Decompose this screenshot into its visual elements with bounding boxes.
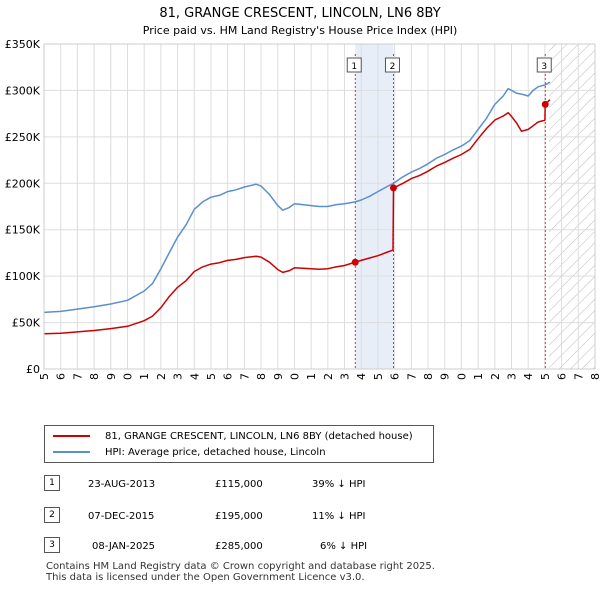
sale-marker-box xyxy=(384,57,400,73)
x-tick-label: 2023 xyxy=(506,373,519,380)
legend-item-hpi: HPI: Average price, detached house, Linc… xyxy=(53,445,326,459)
x-tick-label: 2011 xyxy=(305,373,318,380)
y-tick-label: £250K xyxy=(5,131,41,144)
sale-marker-label: 2 xyxy=(390,62,396,72)
x-tick-label: 2022 xyxy=(489,373,502,380)
table-row: 1 23-AUG-2013 £115,000 39% ↓ HPI xyxy=(44,475,584,495)
future-hatch xyxy=(549,44,595,369)
x-tick-label: 1997 xyxy=(71,373,84,380)
x-tick-label: 2000 xyxy=(121,373,134,380)
table-row: 3 08-JAN-2025 £285,000 6% ↓ HPI xyxy=(44,537,584,557)
transaction-number: 1 xyxy=(44,475,60,491)
x-tick-label: 1996 xyxy=(55,373,68,380)
x-tick-label: 1995 xyxy=(38,373,51,380)
transaction-number: 2 xyxy=(44,507,60,523)
y-tick-label: £200K xyxy=(5,177,41,190)
y-tick-label: £150K xyxy=(5,224,41,237)
legend-swatch-blue xyxy=(53,451,90,453)
x-tick-label: 2016 xyxy=(389,373,402,380)
sale-marker-label: 3 xyxy=(541,62,547,72)
y-tick-label: £0 xyxy=(26,363,40,376)
sale-marker-label: 1 xyxy=(351,62,357,72)
transaction-hpi: 11% ↓ HPI xyxy=(312,511,366,522)
transaction-number: 3 xyxy=(44,537,60,553)
x-tick-label: 2009 xyxy=(272,373,285,380)
x-tick-label: 2013 xyxy=(339,373,352,380)
transaction-price: £285,000 xyxy=(215,541,263,552)
y-tick-label: £50K xyxy=(12,317,41,330)
x-tick-label: 2010 xyxy=(288,373,301,380)
x-tick-label: 2017 xyxy=(405,373,418,380)
footer: Contains HM Land Registry data © Crown c… xyxy=(46,561,435,583)
x-tick-label: 2020 xyxy=(455,373,468,380)
y-tick-label: £350K xyxy=(5,38,41,51)
sale-point xyxy=(351,258,359,266)
x-tick-label: 2004 xyxy=(188,373,201,380)
legend-label-hpi: HPI: Average price, detached house, Linc… xyxy=(105,446,326,458)
transaction-hpi: 39% ↓ HPI xyxy=(312,479,366,490)
x-tick-label: 2005 xyxy=(205,373,218,380)
price-paid-line xyxy=(43,99,551,335)
x-tick-label: 2027 xyxy=(572,373,585,380)
legend: 81, GRANGE CRESCENT, LINCOLN, LN6 8BY (d… xyxy=(44,425,434,463)
transaction-price: £195,000 xyxy=(215,511,263,522)
y-tick-label: £100K xyxy=(5,270,41,283)
legend-swatch-red xyxy=(53,435,90,437)
x-tick-label: 2002 xyxy=(155,373,168,380)
y-tick-label: £300K xyxy=(5,84,41,97)
x-tick-label: 2003 xyxy=(172,373,185,380)
plot-border xyxy=(43,43,596,370)
x-tick-label: 2006 xyxy=(222,373,235,380)
sale-marker-box xyxy=(346,57,362,73)
x-tick-label: 2025 xyxy=(539,373,552,380)
x-tick-label: 2001 xyxy=(138,373,151,380)
x-tick-label: 2019 xyxy=(439,373,452,380)
sale-marker-box xyxy=(536,57,552,73)
legend-item-price: 81, GRANGE CRESCENT, LINCOLN, LN6 8BY (d… xyxy=(53,429,413,443)
footer-licence: This data is licensed under the Open Gov… xyxy=(46,572,365,583)
x-tick-label: 2015 xyxy=(372,373,385,380)
sale-points xyxy=(351,100,549,266)
sale-marker-labels: 1 2 3 xyxy=(346,57,552,73)
x-tick-label: 2026 xyxy=(556,373,569,380)
x-tick-label: 2028 xyxy=(589,373,600,380)
sale-point xyxy=(541,100,549,108)
transaction-hpi: 6% ↓ HPI xyxy=(320,541,368,552)
x-axis: 1995199619971998199920002001200220032004… xyxy=(38,373,600,380)
legend-label-price: 81, GRANGE CRESCENT, LINCOLN, LN6 8BY (d… xyxy=(105,430,413,442)
transaction-date: 23-AUG-2013 xyxy=(88,479,156,490)
transaction-date: 07-DEC-2015 xyxy=(88,511,155,522)
hpi-line xyxy=(43,81,551,314)
x-tick-label: 2018 xyxy=(422,373,435,380)
chart-subtitle: Price paid vs. HM Land Registry's House … xyxy=(143,24,458,37)
x-tick-label: 2008 xyxy=(255,373,268,380)
x-tick-label: 2014 xyxy=(355,373,368,380)
x-tick-label: 2024 xyxy=(522,373,535,380)
x-tick-label: 2021 xyxy=(472,373,485,380)
table-row: 2 07-DEC-2015 £195,000 11% ↓ HPI xyxy=(44,507,584,527)
x-tick-label: 2007 xyxy=(238,373,251,380)
sale-point xyxy=(389,184,397,192)
y-axis: £0 £50K £100K £150K £200K £250K £300K £350K xyxy=(5,38,41,376)
x-tick-label: 1999 xyxy=(105,373,118,380)
transaction-date: 08-JAN-2025 xyxy=(92,541,156,552)
footer-copyright: Contains HM Land Registry data © Crown c… xyxy=(46,561,435,572)
transaction-price: £115,000 xyxy=(215,479,263,490)
chart-title: 81, GRANGE CRESCENT, LINCOLN, LN6 8BY xyxy=(159,6,440,21)
x-tick-label: 2012 xyxy=(322,373,335,380)
price-chart: 81, GRANGE CRESCENT, LINCOLN, LN6 8BY Pr… xyxy=(5,6,600,380)
x-tick-label: 1998 xyxy=(88,373,101,380)
